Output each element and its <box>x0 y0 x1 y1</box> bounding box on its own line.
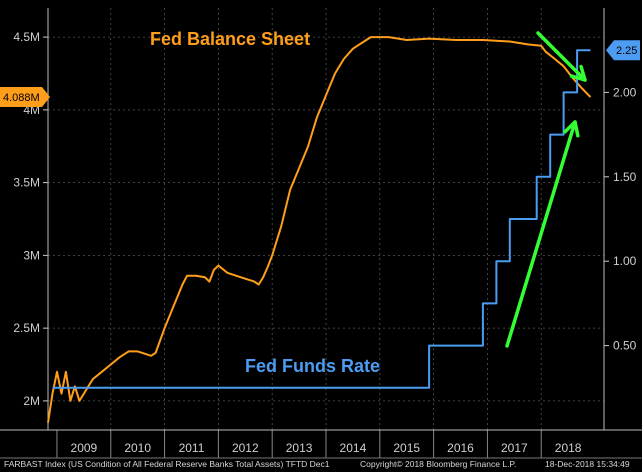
fed-funds-rate-line <box>52 49 591 389</box>
x-tick-label: 2015 <box>393 441 420 455</box>
left-tick-label: 3.5M <box>13 176 40 190</box>
x-tick-label: 2010 <box>124 441 151 455</box>
rate-last-value: 2.25 <box>616 45 637 57</box>
footer: FARBAST Index (US Condition of All Feder… <box>4 459 630 469</box>
rate-series-label: Fed Funds Rate <box>245 356 380 376</box>
left-tick-label: 2M <box>23 394 40 408</box>
left-tick-label: 4.5M <box>13 30 40 44</box>
x-tick-label: 2009 <box>71 441 98 455</box>
right-tick-label: 2.00 <box>613 85 637 99</box>
balance-last-value: 4.088M <box>3 92 40 104</box>
left-tick-label: 2.5M <box>13 321 40 335</box>
footer-timestamp: 18-Dec-2018 15:34:49 <box>545 459 630 469</box>
grid <box>48 8 604 430</box>
rate-last-value-tag <box>606 40 640 61</box>
footer-source: FARBAST Index (US Condition of All Feder… <box>4 459 330 469</box>
balance-down-arrow-head <box>569 64 587 82</box>
rate-up-arrow-head <box>563 120 580 138</box>
x-tick-label: 2012 <box>232 441 259 455</box>
right-tick-label: 0.50 <box>613 339 637 353</box>
x-tick-label: 2018 <box>555 441 582 455</box>
last-value-tags: 4.088M 2.25 <box>0 40 640 108</box>
x-tick-label: 2017 <box>501 441 528 455</box>
balance-last-value-tag <box>0 87 50 108</box>
x-tick-label: 2013 <box>286 441 313 455</box>
x-tick-label: 2016 <box>447 441 474 455</box>
x-tick-label: 2011 <box>179 441 205 455</box>
footer-copyright: Copyright© 2018 Bloomberg Finance L.P. <box>360 459 516 469</box>
rate-up-arrow <box>505 120 577 348</box>
series-group <box>47 36 592 423</box>
x-tick-label: 2014 <box>340 441 367 455</box>
trend-arrows <box>505 31 587 348</box>
right-tick-label: 1.50 <box>613 170 637 184</box>
right-tick-label: 1.00 <box>613 254 637 268</box>
left-tick-label: 3M <box>23 248 40 262</box>
balance-series-label: Fed Balance Sheet <box>150 29 310 49</box>
chart-labels: Fed Balance Sheet Fed Funds Rate <box>150 29 380 376</box>
balance-down-arrow <box>536 31 587 82</box>
balance-sheet-line <box>47 36 592 423</box>
